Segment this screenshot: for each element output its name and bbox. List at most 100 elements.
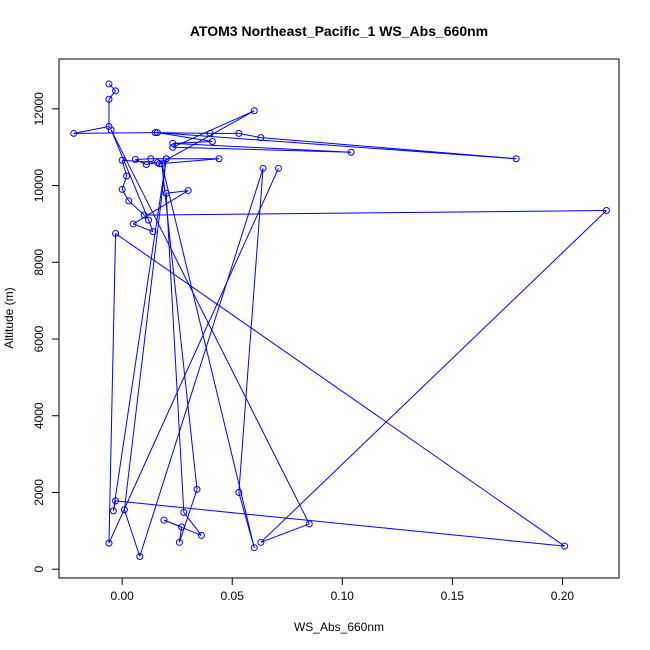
data-point: [162, 189, 170, 197]
series-segment: [165, 193, 185, 513]
data-point: [208, 137, 216, 145]
data-point: [259, 164, 267, 172]
data-point: [153, 159, 161, 167]
series-segment: [183, 512, 202, 536]
data-point: [215, 155, 223, 163]
y-tick-label: 2000: [32, 479, 46, 506]
data-point: [305, 520, 313, 528]
series-segment: [108, 168, 279, 544]
data-point: [109, 507, 117, 515]
series-segment: [178, 489, 198, 543]
data-point: [158, 160, 166, 168]
data-point: [175, 538, 183, 546]
series-segment: [172, 110, 255, 148]
data-point: [131, 156, 139, 164]
y-axis: 0 2000 4000 6000 8000 10000 12000: [32, 92, 60, 573]
data-point: [105, 539, 113, 547]
data-point: [197, 531, 205, 539]
series-segment: [123, 158, 167, 510]
chart-title: ATOM3 Northeast_Pacific_1 WS_Abs_660nm: [190, 23, 488, 39]
series-segment: [157, 132, 517, 160]
y-tick-label: 12000: [32, 92, 46, 126]
data-point: [105, 123, 113, 131]
data-point: [112, 497, 120, 505]
x-axis: 0.00 0.05 0.10 0.15 0.20: [110, 577, 575, 603]
series-segment: [73, 126, 110, 134]
series-segment: [157, 132, 213, 142]
data-point: [169, 143, 177, 151]
series-segment: [148, 219, 154, 232]
series-segment: [121, 189, 130, 202]
y-tick-label: 10000: [32, 169, 46, 203]
series-segment: [121, 175, 128, 190]
data-point: [169, 139, 177, 147]
y-tick-label: 0: [32, 566, 46, 573]
data-point: [105, 80, 113, 88]
data-point: [149, 228, 157, 236]
data-point: [118, 156, 126, 164]
x-tick-label: 0.15: [441, 589, 465, 603]
data-point: [136, 553, 144, 561]
data-point: [235, 488, 243, 496]
data-point: [347, 148, 355, 156]
data-point: [257, 538, 265, 546]
data-point: [160, 516, 168, 524]
series-segment: [166, 190, 189, 194]
data-point: [257, 134, 265, 142]
series-segment: [135, 159, 147, 165]
data-point: [129, 220, 137, 228]
y-tick-label: 6000: [32, 325, 46, 352]
data-point: [206, 129, 214, 137]
series-segment: [172, 140, 213, 144]
data-point: [147, 155, 155, 163]
x-tick-label: 0.10: [331, 589, 355, 603]
series-segment: [139, 168, 264, 557]
series-segment: [161, 163, 198, 490]
y-tick-label: 8000: [32, 249, 46, 276]
data-point: [123, 172, 131, 180]
series-segment: [115, 233, 565, 547]
series-segment: [108, 90, 116, 100]
series-segment: [73, 132, 156, 134]
data-point: [561, 542, 569, 550]
data-point: [250, 107, 258, 115]
series-segment: [172, 142, 352, 153]
x-tick-label: 0.05: [221, 589, 245, 603]
series-segment: [115, 500, 565, 547]
series-segment: [238, 132, 261, 139]
series-segment: [108, 233, 117, 544]
series-segment: [144, 210, 607, 216]
data-point: [193, 485, 201, 493]
data-point: [118, 185, 126, 193]
data-point: [162, 155, 170, 163]
series-points: [70, 80, 610, 561]
data-point: [70, 129, 78, 137]
data-point: [107, 126, 115, 134]
series-segment: [260, 523, 310, 543]
y-tick-label: 4000: [32, 402, 46, 429]
series-segment: [112, 158, 167, 511]
data-point: [145, 216, 153, 224]
x-axis-label: WS_Abs_660nm: [294, 620, 384, 634]
series-segment: [133, 223, 154, 233]
series-segment: [110, 129, 310, 525]
y-axis-label: Altitude (m): [2, 287, 16, 348]
x-tick-label: 0.20: [551, 589, 575, 603]
data-point: [142, 160, 150, 168]
x-tick-label: 0.00: [110, 589, 134, 603]
series-segment: [108, 83, 116, 92]
data-point: [153, 129, 161, 137]
series-segment: [159, 110, 255, 165]
data-point: [184, 187, 192, 195]
data-point: [512, 155, 520, 163]
data-point: [274, 164, 282, 172]
data-point: [180, 508, 188, 516]
series-segment: [260, 210, 607, 543]
series-lines: [73, 83, 607, 557]
data-point: [120, 506, 128, 514]
data-point: [178, 523, 186, 531]
data-point: [140, 211, 148, 219]
data-point: [602, 207, 610, 215]
